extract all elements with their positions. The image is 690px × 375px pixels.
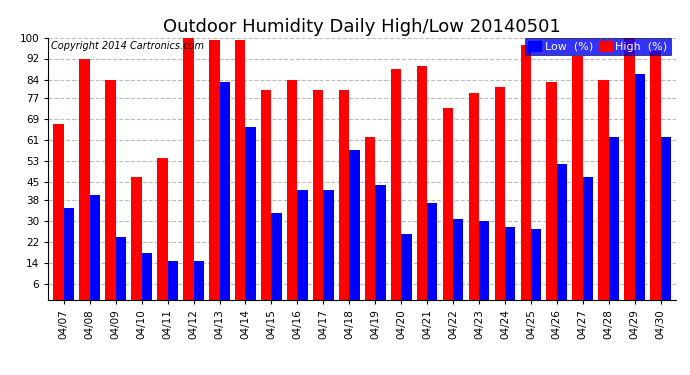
Bar (157, 158, 168, 300)
Bar (271, 213, 282, 300)
Bar (609, 137, 619, 300)
Bar (297, 190, 308, 300)
Bar (246, 127, 256, 300)
Text: Copyright 2014 Cartronics.com: Copyright 2014 Cartronics.com (52, 42, 204, 51)
Bar (184, 38, 194, 300)
Bar (365, 137, 375, 300)
Bar (520, 45, 531, 300)
Bar (469, 93, 479, 300)
Bar (168, 261, 178, 300)
Bar (131, 177, 141, 300)
Bar (453, 219, 464, 300)
Bar (598, 80, 609, 300)
Bar (209, 40, 219, 300)
Bar (90, 195, 100, 300)
Bar (573, 56, 583, 300)
Title: Outdoor Humidity Daily High/Low 20140501: Outdoor Humidity Daily High/Low 20140501 (164, 18, 561, 36)
Legend: Low  (%), High  (%): Low (%), High (%) (524, 38, 671, 55)
Bar (531, 229, 541, 300)
Bar (349, 150, 359, 300)
Bar (624, 38, 635, 300)
Bar (54, 124, 64, 300)
Bar (375, 184, 386, 300)
Bar (557, 164, 567, 300)
Bar (235, 40, 246, 300)
Bar (64, 208, 75, 300)
Bar (650, 51, 660, 300)
Bar (401, 234, 411, 300)
Bar (313, 90, 324, 300)
Bar (660, 137, 671, 300)
Bar (339, 90, 349, 300)
Bar (427, 203, 437, 300)
Bar (324, 190, 334, 300)
Bar (443, 108, 453, 300)
Bar (583, 177, 593, 300)
Bar (79, 58, 90, 300)
Bar (219, 82, 230, 300)
Bar (391, 69, 401, 300)
Bar (261, 90, 271, 300)
Bar (479, 221, 489, 300)
Bar (495, 87, 505, 300)
Bar (287, 80, 297, 300)
Bar (141, 253, 152, 300)
Bar (635, 74, 645, 300)
Bar (546, 82, 557, 300)
Bar (505, 226, 515, 300)
Bar (116, 237, 126, 300)
Bar (106, 80, 116, 300)
Bar (417, 66, 427, 300)
Bar (194, 261, 204, 300)
